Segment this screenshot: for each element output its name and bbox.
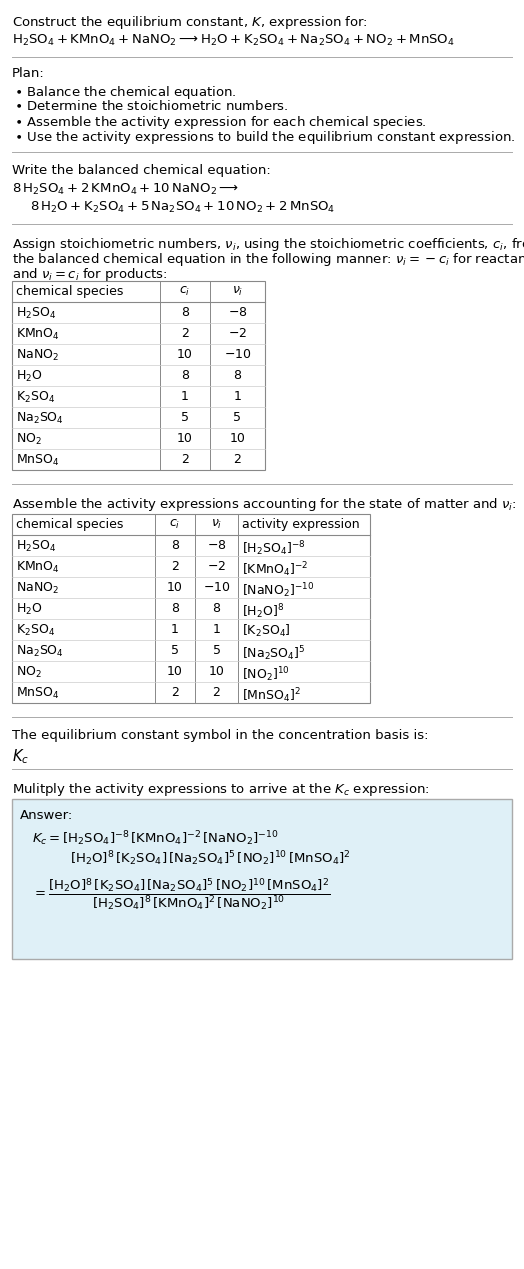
Text: $8\,\mathrm{H_2O} + \mathrm{K_2SO_4} + 5\,\mathrm{Na_2SO_4} + 10\,\mathrm{NO_2} : $8\,\mathrm{H_2O} + \mathrm{K_2SO_4} + 5… [30, 201, 335, 216]
Text: Write the balanced chemical equation:: Write the balanced chemical equation: [12, 164, 271, 176]
Text: 5: 5 [213, 643, 221, 657]
Text: chemical species: chemical species [16, 286, 123, 298]
Text: Answer:: Answer: [20, 810, 73, 822]
Text: $\nu_i$: $\nu_i$ [211, 518, 222, 532]
Text: $-8$: $-8$ [228, 306, 247, 319]
Text: $\bullet$ Use the activity expressions to build the equilibrium constant express: $\bullet$ Use the activity expressions t… [14, 129, 516, 146]
Text: 8: 8 [181, 369, 189, 382]
Text: $c_i$: $c_i$ [179, 286, 191, 298]
Text: 10: 10 [209, 665, 224, 678]
Text: $[\mathrm{H_2O}]^{8}$: $[\mathrm{H_2O}]^{8}$ [242, 602, 284, 621]
Text: 2: 2 [181, 327, 189, 340]
Text: 2: 2 [171, 687, 179, 699]
Text: 8: 8 [181, 306, 189, 319]
Text: Assign stoichiometric numbers, $\nu_i$, using the stoichiometric coefficients, $: Assign stoichiometric numbers, $\nu_i$, … [12, 236, 524, 253]
Text: $-8$: $-8$ [206, 539, 226, 552]
Text: 1: 1 [213, 623, 221, 636]
Text: $\mathrm{Na_2SO_4}$: $\mathrm{Na_2SO_4}$ [16, 643, 64, 659]
Text: Mulitply the activity expressions to arrive at the $K_c$ expression:: Mulitply the activity expressions to arr… [12, 780, 430, 798]
Text: $\mathrm{MnSO_4}$: $\mathrm{MnSO_4}$ [16, 453, 60, 468]
Text: activity expression: activity expression [242, 518, 359, 530]
Text: $\mathrm{H_2SO_4 + KMnO_4 + NaNO_2 \longrightarrow H_2O + K_2SO_4 + Na_2SO_4 + N: $\mathrm{H_2SO_4 + KMnO_4 + NaNO_2 \long… [12, 33, 455, 48]
Text: 8: 8 [171, 602, 179, 615]
Text: chemical species: chemical species [16, 518, 123, 530]
Text: 8: 8 [171, 539, 179, 552]
Text: $\mathrm{Na_2SO_4}$: $\mathrm{Na_2SO_4}$ [16, 411, 64, 426]
Text: $\mathrm{NO_2}$: $\mathrm{NO_2}$ [16, 665, 42, 680]
Text: $\mathrm{K_2SO_4}$: $\mathrm{K_2SO_4}$ [16, 623, 55, 638]
Text: $-2$: $-2$ [228, 327, 247, 340]
Text: $[\mathrm{NO_2}]^{10}$: $[\mathrm{NO_2}]^{10}$ [242, 665, 290, 684]
Text: 10: 10 [167, 665, 183, 678]
Text: $[\mathrm{H_2SO_4}]^{-8}$: $[\mathrm{H_2SO_4}]^{-8}$ [242, 539, 305, 557]
Text: $\bullet$ Determine the stoichiometric numbers.: $\bullet$ Determine the stoichiometric n… [14, 99, 289, 113]
Text: 8: 8 [213, 602, 221, 615]
Text: 8: 8 [234, 369, 242, 382]
Text: $-2$: $-2$ [207, 560, 226, 574]
Text: 2: 2 [171, 560, 179, 574]
Text: $[\mathrm{MnSO_4}]^{2}$: $[\mathrm{MnSO_4}]^{2}$ [242, 687, 301, 704]
Text: $\bullet$ Assemble the activity expression for each chemical species.: $\bullet$ Assemble the activity expressi… [14, 114, 427, 131]
Text: Assemble the activity expressions accounting for the state of matter and $\nu_i$: Assemble the activity expressions accoun… [12, 496, 517, 513]
Text: $[\mathrm{KMnO_4}]^{-2}$: $[\mathrm{KMnO_4}]^{-2}$ [242, 560, 309, 579]
Text: 2: 2 [213, 687, 221, 699]
Text: $\mathrm{NaNO_2}$: $\mathrm{NaNO_2}$ [16, 348, 59, 363]
Text: $8\,\mathrm{H_2SO_4} + 2\,\mathrm{KMnO_4} + 10\,\mathrm{NaNO_2} \longrightarrow$: $8\,\mathrm{H_2SO_4} + 2\,\mathrm{KMnO_4… [12, 181, 239, 197]
Text: 5: 5 [171, 643, 179, 657]
Text: $[\mathrm{K_2SO_4}]$: $[\mathrm{K_2SO_4}]$ [242, 623, 291, 640]
Text: and $\nu_i = c_i$ for products:: and $\nu_i = c_i$ for products: [12, 266, 168, 283]
Text: $[\mathrm{NaNO_2}]^{-10}$: $[\mathrm{NaNO_2}]^{-10}$ [242, 581, 314, 600]
Text: $[\mathrm{Na_2SO_4}]^{5}$: $[\mathrm{Na_2SO_4}]^{5}$ [242, 643, 305, 662]
Text: $\mathrm{NaNO_2}$: $\mathrm{NaNO_2}$ [16, 581, 59, 596]
Bar [12, 514, 370, 703]
Bar [12, 280, 265, 470]
Text: 10: 10 [167, 581, 183, 594]
Text: the balanced chemical equation in the following manner: $\nu_i = -c_i$ for react: the balanced chemical equation in the fo… [12, 251, 524, 268]
Text: $\mathrm{NO_2}$: $\mathrm{NO_2}$ [16, 431, 42, 447]
Text: $\mathrm{MnSO_4}$: $\mathrm{MnSO_4}$ [16, 687, 60, 700]
Text: 2: 2 [181, 453, 189, 466]
Text: 10: 10 [177, 348, 193, 360]
Text: 10: 10 [177, 431, 193, 445]
Text: 10: 10 [230, 431, 245, 445]
Text: $\mathrm{H_2O}$: $\mathrm{H_2O}$ [16, 602, 42, 617]
Text: $-10$: $-10$ [203, 581, 230, 594]
Text: $\mathrm{H_2SO_4}$: $\mathrm{H_2SO_4}$ [16, 306, 56, 321]
Text: Plan:: Plan: [12, 67, 45, 80]
Text: $= \dfrac{[\mathrm{H_2O}]^{8}\,[\mathrm{K_2SO_4}]\,[\mathrm{Na_2SO_4}]^{5}\,[\ma: $= \dfrac{[\mathrm{H_2O}]^{8}\,[\mathrm{… [32, 877, 330, 914]
Text: 1: 1 [181, 390, 189, 404]
Text: 5: 5 [234, 411, 242, 424]
Text: 2: 2 [234, 453, 242, 466]
Text: $\mathrm{H_2O}$: $\mathrm{H_2O}$ [16, 369, 42, 385]
Text: $-10$: $-10$ [224, 348, 252, 360]
Text: $K_c = [\mathrm{H_2SO_4}]^{-8}\,[\mathrm{KMnO_4}]^{-2}\,[\mathrm{NaNO_2}]^{-10}$: $K_c = [\mathrm{H_2SO_4}]^{-8}\,[\mathrm… [32, 829, 279, 848]
Text: Construct the equilibrium constant, $K$, expression for:: Construct the equilibrium constant, $K$,… [12, 14, 368, 30]
Text: 5: 5 [181, 411, 189, 424]
Text: 1: 1 [171, 623, 179, 636]
Text: 1: 1 [234, 390, 242, 404]
Text: $\mathrm{H_2SO_4}$: $\mathrm{H_2SO_4}$ [16, 539, 56, 555]
Text: $\nu_i$: $\nu_i$ [232, 286, 243, 298]
Text: $\mathrm{K_2SO_4}$: $\mathrm{K_2SO_4}$ [16, 390, 55, 405]
Text: $\bullet$ Balance the chemical equation.: $\bullet$ Balance the chemical equation. [14, 84, 236, 102]
Text: $\mathrm{KMnO_4}$: $\mathrm{KMnO_4}$ [16, 560, 60, 575]
Text: $K_c$: $K_c$ [12, 747, 29, 765]
Text: $c_i$: $c_i$ [169, 518, 181, 532]
Text: The equilibrium constant symbol in the concentration basis is:: The equilibrium constant symbol in the c… [12, 728, 429, 742]
Text: $[\mathrm{H_2O}]^{8}\,[\mathrm{K_2SO_4}]\,[\mathrm{Na_2SO_4}]^{5}\,[\mathrm{NO_2: $[\mathrm{H_2O}]^{8}\,[\mathrm{K_2SO_4}]… [70, 849, 351, 868]
Bar [12, 799, 512, 959]
Text: $\mathrm{KMnO_4}$: $\mathrm{KMnO_4}$ [16, 327, 60, 343]
